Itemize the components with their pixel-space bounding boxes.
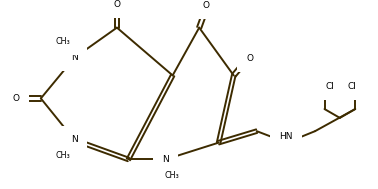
Text: N: N: [71, 53, 78, 62]
Text: O: O: [12, 94, 20, 103]
Text: Cl: Cl: [325, 82, 334, 91]
Text: N: N: [71, 136, 78, 144]
Text: CH₃: CH₃: [56, 37, 70, 46]
Text: O: O: [203, 1, 210, 10]
Text: O: O: [113, 0, 121, 9]
Text: Cl: Cl: [347, 82, 356, 91]
Text: O: O: [246, 54, 253, 63]
Text: CH₃: CH₃: [164, 171, 179, 180]
Text: N: N: [162, 155, 169, 164]
Text: HN: HN: [279, 132, 293, 141]
Text: CH₃: CH₃: [56, 151, 70, 160]
Text: O: O: [162, 180, 169, 189]
